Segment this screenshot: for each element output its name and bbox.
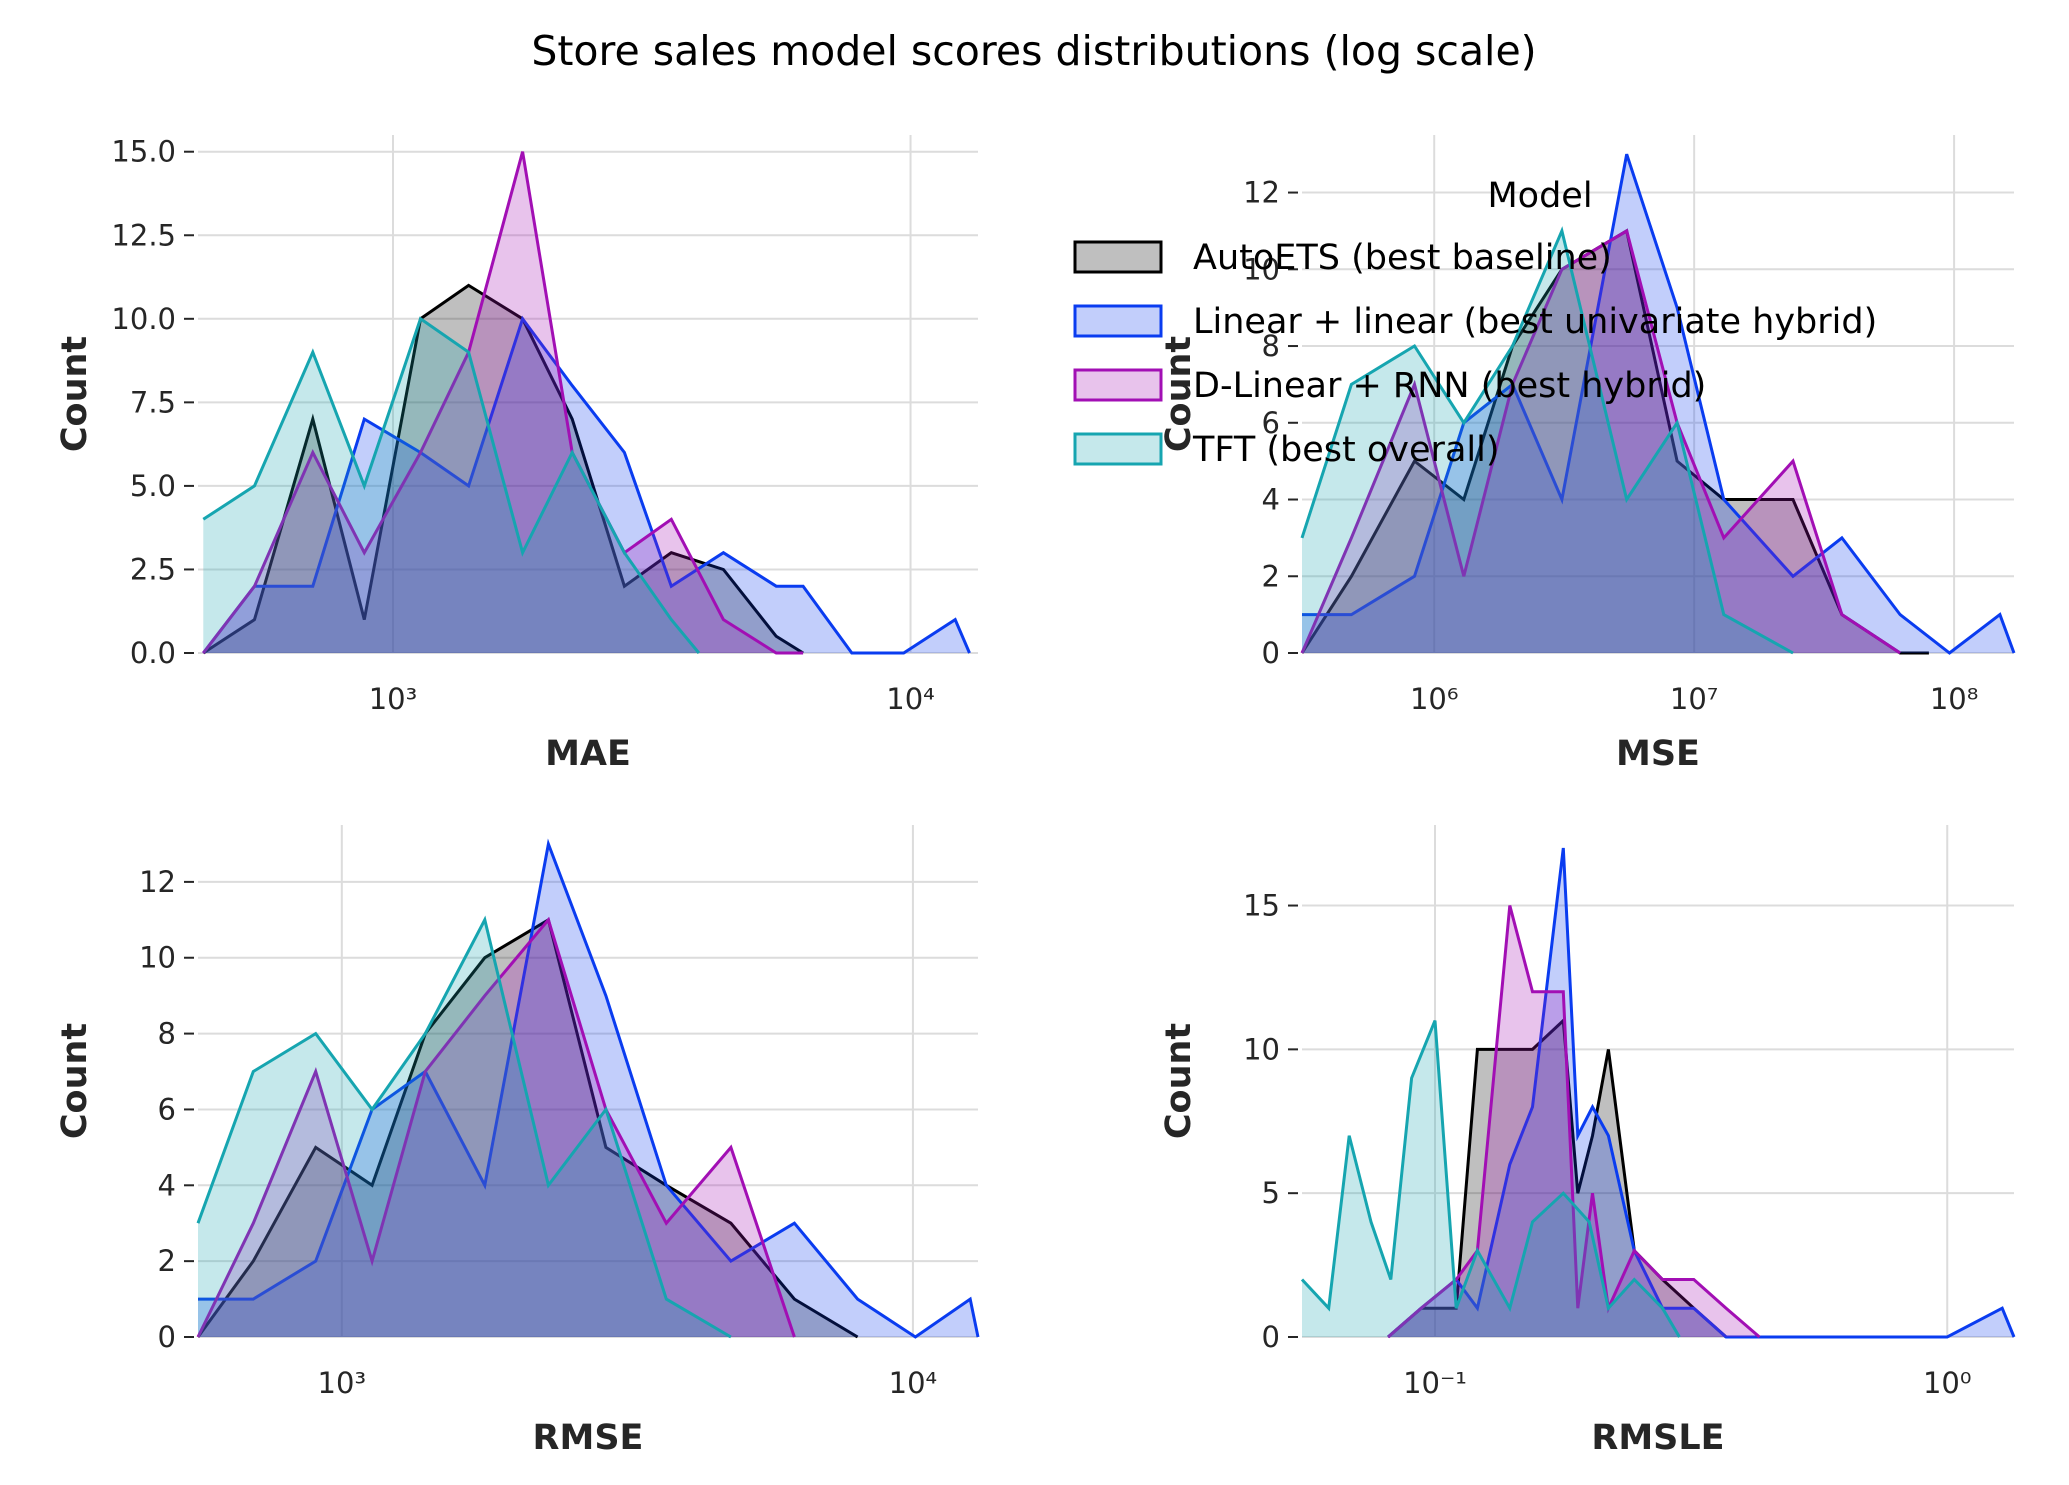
- y-axis-label: Count: [55, 336, 95, 452]
- y-tick-label: 6: [1262, 406, 1280, 440]
- x-tick-label: 10⁸: [1930, 682, 1979, 716]
- legend-swatch-linear-linear-best-univariate-hybrid: [1073, 304, 1163, 338]
- y-tick-label: 7.5: [130, 385, 176, 419]
- area-autoets-best-baseline: [1302, 230, 1929, 653]
- subplots: 0.0 2.5 5.0 7.5 10.0 12.5 15.0 10³ 10⁴ MAE Count 0 2…: [55, 135, 2016, 1458]
- y-tick-label: 4: [1262, 483, 1280, 517]
- y-tick-label: 5.0: [130, 469, 176, 503]
- y-tick-label: 2.5: [130, 552, 176, 586]
- panel-mse: 0 2 4 6 8 10 12 10⁶ 10⁷ 10⁸ MSE Count: [1159, 135, 2016, 774]
- panel-rmsle: 0 5 10 15 10⁻¹ 10⁰ RMSLE Count: [1159, 825, 2016, 1458]
- legend-entry-autoets-best-baseline: AutoETS (best baseline): [1193, 238, 1612, 278]
- legend-entry-tft-best-overall: TFT (best overall): [1192, 430, 1500, 470]
- y-tick-label: 5: [1262, 1176, 1280, 1210]
- area-d-linear-rnn-best-hybrid: [1302, 230, 1901, 653]
- legend-swatch-tft-best-overall: [1073, 432, 1163, 466]
- legend-entry-d-linear-rnn-best-hybrid: D-Linear + RNN (best hybrid): [1193, 366, 1706, 406]
- x-tick-label: 10³: [318, 1366, 367, 1400]
- x-axis-label: MAE: [545, 734, 631, 774]
- x-tick-label: 10³: [369, 682, 418, 716]
- y-tick-label: 12: [1243, 176, 1280, 210]
- line-linear-linear-best-univariate-hybrid: [198, 838, 980, 1339]
- line-linear-linear-best-univariate-hybrid: [202, 315, 971, 655]
- line-d-linear-rnn-best-hybrid: [202, 151, 804, 655]
- line-tft-best-overall: [202, 316, 701, 654]
- panel-mae: 0.0 2.5 5.0 7.5 10.0 12.5 15.0 10³ 10⁴ MAE Count: [55, 135, 978, 774]
- y-tick-label: 10.0: [111, 302, 176, 336]
- x-tick-label: 10⁻¹: [1403, 1366, 1467, 1400]
- y-tick-label: 15: [1243, 889, 1280, 923]
- y-tick-label: 15.0: [111, 135, 176, 169]
- area-linear-linear-best-univariate-hybrid: [1388, 848, 2014, 1337]
- x-tick-label: 10⁰: [1923, 1366, 1972, 1400]
- area-autoets-best-baseline: [203, 285, 804, 653]
- area-tft-best-overall: [1302, 1020, 1680, 1337]
- line-d-linear-rnn-best-hybrid: [1387, 905, 1761, 1339]
- line-tft-best-overall: [1300, 1020, 1681, 1338]
- y-axis-label: Count: [55, 1023, 95, 1139]
- line-tft-best-overall: [1300, 226, 1794, 655]
- y-axis-label: Count: [1159, 1023, 1199, 1139]
- x-axis-label: MSE: [1616, 734, 1700, 774]
- line-d-linear-rnn-best-hybrid: [1300, 228, 1901, 655]
- y-tick-label: 8: [1262, 329, 1280, 363]
- y-tick-label: 0.0: [130, 636, 176, 670]
- area-linear-linear-best-univariate-hybrid: [1302, 154, 2014, 653]
- y-tick-label: 8: [158, 1017, 176, 1051]
- legend: Model AutoETS (best baseline) Linear + lin…: [1073, 176, 1877, 470]
- line-linear-linear-best-univariate-hybrid: [1387, 847, 2016, 1339]
- legend-entry-linear-linear-best-univariate-hybrid: Linear + linear (best univariate hybrid): [1193, 302, 1877, 342]
- area-linear-linear-best-univariate-hybrid: [198, 844, 978, 1337]
- legend-title: Model: [1487, 176, 1592, 216]
- area-linear-linear-best-univariate-hybrid: [203, 318, 970, 653]
- line-tft-best-overall: [196, 915, 732, 1339]
- y-axis-label: Count: [1159, 336, 1199, 452]
- area-tft-best-overall: [198, 919, 731, 1337]
- y-tick-label: 0: [1262, 1320, 1280, 1354]
- area-tft-best-overall: [203, 318, 699, 653]
- legend-swatch-d-linear-rnn-best-hybrid: [1073, 368, 1163, 402]
- x-tick-label: 10⁴: [886, 682, 935, 716]
- x-tick-label: 10⁷: [1670, 682, 1719, 716]
- line-autoets-best-baseline: [196, 917, 859, 1339]
- x-axis-label: RMSE: [533, 1418, 644, 1458]
- y-tick-label: 12: [139, 865, 176, 899]
- area-d-linear-rnn-best-hybrid: [203, 151, 804, 653]
- x-axis-label: RMSLE: [1591, 1418, 1724, 1458]
- figure-title: Store sales model scores distributions (…: [531, 27, 1536, 75]
- line-d-linear-rnn-best-hybrid: [196, 916, 796, 1338]
- y-tick-label: 10: [1243, 1032, 1280, 1066]
- line-linear-linear-best-univariate-hybrid: [1302, 153, 2016, 655]
- y-tick-label: 0: [158, 1320, 176, 1354]
- y-tick-label: 2: [1262, 559, 1280, 593]
- y-tick-label: 6: [158, 1092, 176, 1126]
- panel-rmse: 0 2 4 6 8 10 12 10³ 10⁴ RMSE Count: [55, 825, 980, 1458]
- y-tick-label: 10: [139, 941, 176, 975]
- x-tick-label: 10⁴: [889, 1366, 938, 1400]
- area-tft-best-overall: [1302, 230, 1793, 653]
- legend-swatch-autoets-best-baseline: [1073, 240, 1163, 274]
- y-tick-label: 12.5: [111, 218, 176, 252]
- y-tick-label: 2: [158, 1244, 176, 1278]
- y-tick-label: 10: [1243, 252, 1280, 286]
- y-tick-label: 4: [158, 1168, 176, 1202]
- area-d-linear-rnn-best-hybrid: [1388, 905, 1760, 1337]
- x-tick-label: 10⁶: [1410, 682, 1459, 716]
- y-tick-label: 0: [1262, 636, 1280, 670]
